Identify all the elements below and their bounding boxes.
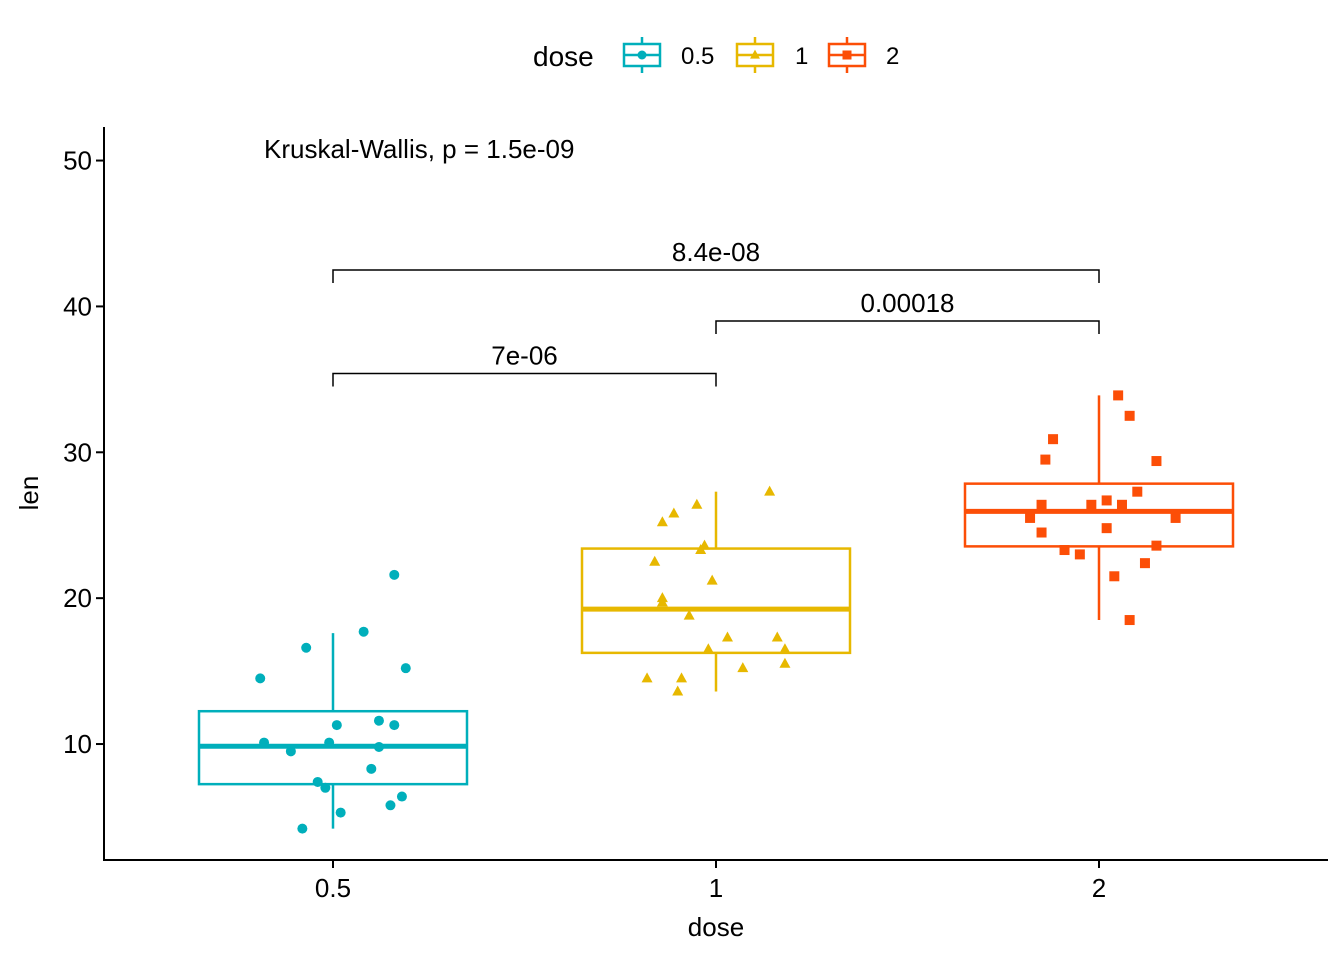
- y-axis-title: len: [14, 476, 44, 511]
- data-point: [324, 737, 335, 748]
- data-point: [373, 715, 384, 726]
- data-point: [771, 631, 783, 642]
- plot-marks: 7e-06 0.00018 8.4e-08 Kruskal-Wallis, p = 1…: [197, 134, 1235, 834]
- data-point: [764, 485, 776, 496]
- data-point: [656, 516, 668, 527]
- y-tick-label: 40: [63, 291, 92, 321]
- bracket-line: [332, 269, 1100, 283]
- data-point: [1151, 540, 1162, 551]
- data-point: [641, 672, 653, 683]
- data-point: [676, 672, 688, 683]
- data-point: [301, 642, 312, 653]
- data-point: [1101, 523, 1112, 534]
- box-group-1: [580, 491, 852, 692]
- comparison-bracket: 0.00018: [715, 288, 1100, 335]
- box-group-0.5: [197, 633, 469, 829]
- legend-item-2: 2: [827, 37, 899, 73]
- legend-square-icon: [842, 50, 852, 60]
- legend-triangle-icon: [750, 49, 760, 59]
- legend-title: dose: [533, 41, 594, 72]
- data-point: [721, 631, 733, 642]
- data-point: [1101, 495, 1112, 506]
- data-point: [702, 643, 714, 654]
- data-point: [312, 776, 323, 787]
- x-tick-label: 0.5: [315, 873, 351, 903]
- data-point: [389, 569, 400, 580]
- data-point: [1074, 549, 1085, 560]
- data-point: [1036, 499, 1047, 510]
- data-point: [706, 574, 718, 585]
- data-point: [1139, 558, 1150, 569]
- y-tick-label: 20: [63, 583, 92, 613]
- data-point: [297, 823, 308, 834]
- data-point: [1109, 571, 1120, 582]
- data-point: [1116, 499, 1127, 510]
- data-point: [1059, 545, 1070, 556]
- legend-label: 0.5: [681, 43, 714, 70]
- x-tick-label: 1: [709, 873, 723, 903]
- data-point: [1048, 434, 1059, 445]
- x-axis-title: dose: [688, 912, 744, 942]
- box-group-2: [963, 395, 1235, 621]
- data-point: [1132, 486, 1143, 497]
- data-point: [1036, 527, 1047, 538]
- p-value-label: 0.00018: [861, 288, 955, 318]
- comparison-bracket: 8.4e-08: [332, 237, 1100, 283]
- data-point: [1170, 512, 1181, 523]
- data-point: [358, 626, 369, 637]
- data-point: [1124, 410, 1135, 421]
- legend-item-1: 1: [735, 37, 808, 73]
- legend-label: 2: [886, 43, 899, 70]
- data-point: [396, 791, 407, 802]
- data-point: [1025, 512, 1036, 523]
- legend-circle-icon: [637, 50, 647, 60]
- data-point: [366, 763, 377, 774]
- data-point: [779, 643, 791, 654]
- legend: dose 0.5 1 2: [533, 37, 899, 73]
- data-point: [683, 609, 695, 620]
- data-point: [691, 498, 703, 509]
- data-point: [389, 720, 400, 731]
- data-point: [649, 555, 661, 566]
- legend-item-0.5: 0.5: [622, 37, 714, 73]
- data-point: [1151, 456, 1162, 467]
- data-point: [1124, 615, 1135, 626]
- kruskal-wallis-label: Kruskal-Wallis, p = 1.5e-09: [264, 134, 574, 164]
- box: [580, 547, 852, 655]
- data-point: [695, 544, 707, 555]
- data-point: [331, 720, 342, 731]
- data-point: [335, 807, 346, 818]
- data-point: [672, 685, 684, 696]
- bracket-line: [715, 320, 1100, 335]
- p-value-label: 7e-06: [491, 341, 558, 371]
- box: [963, 482, 1235, 548]
- p-value-label: 8.4e-08: [672, 237, 760, 267]
- y-tick-label: 50: [63, 146, 92, 176]
- x-tick-label: 2: [1092, 873, 1106, 903]
- y-tick-label: 30: [63, 437, 92, 467]
- legend-label: 1: [795, 43, 808, 70]
- data-point: [259, 737, 270, 748]
- data-point: [1113, 390, 1124, 401]
- axes: 10 20 30 40 50 0.5 1 2 dose len: [14, 127, 1328, 942]
- data-point: [1040, 454, 1051, 465]
- data-point: [285, 746, 296, 757]
- bracket-line: [332, 372, 717, 387]
- data-point: [737, 662, 749, 673]
- data-point: [656, 596, 668, 607]
- data-point: [255, 673, 266, 684]
- data-point: [779, 657, 791, 668]
- data-point: [400, 663, 411, 674]
- data-point: [668, 507, 680, 518]
- data-point: [385, 800, 396, 811]
- y-tick-label: 10: [63, 729, 92, 759]
- comparison-bracket: 7e-06: [332, 341, 717, 387]
- data-point: [1086, 499, 1097, 510]
- data-point: [320, 782, 331, 793]
- data-point: [373, 741, 384, 752]
